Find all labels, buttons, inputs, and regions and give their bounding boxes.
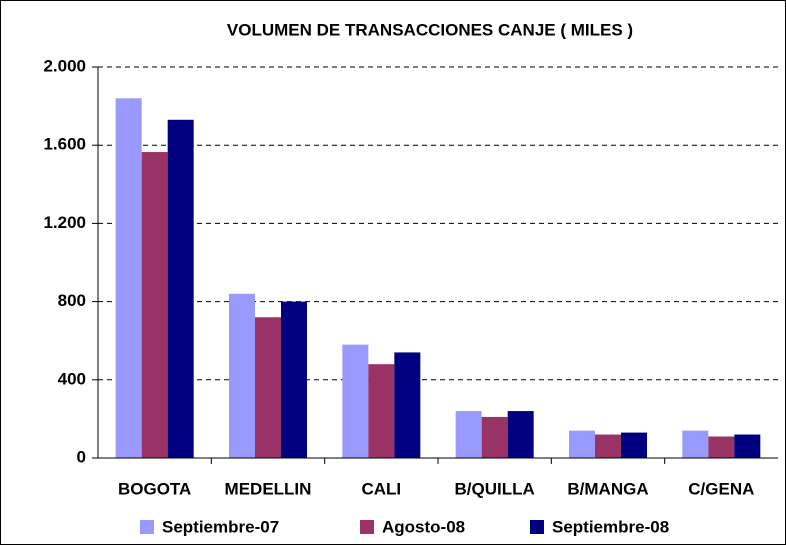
x-tick-label: B/MANGA — [567, 479, 648, 498]
legend-swatch — [530, 520, 544, 534]
legend-label: Septiembre-08 — [552, 517, 669, 536]
bar — [115, 98, 142, 458]
bar — [569, 430, 595, 458]
legend-swatch — [360, 520, 374, 534]
bar — [595, 434, 621, 458]
bar — [455, 411, 482, 458]
x-tick-label: CALI — [361, 479, 401, 498]
bar — [141, 152, 168, 459]
legend-label: Septiembre-07 — [162, 517, 279, 536]
y-tick-label: 400 — [58, 369, 86, 388]
x-tick-label: MEDELLIN — [225, 479, 312, 498]
y-tick-label: 800 — [58, 291, 86, 310]
bar — [342, 344, 369, 458]
x-tick-label: BOGOTA — [118, 479, 191, 498]
y-tick-label: 2.000 — [43, 56, 86, 75]
y-tick-label: 1.600 — [43, 135, 86, 154]
legend-swatch — [140, 520, 154, 534]
bar — [368, 364, 395, 458]
bar — [682, 430, 709, 458]
bar — [621, 432, 647, 458]
chart-title: VOLUMEN DE TRANSACCIONES CANJE ( MILES ) — [227, 20, 633, 39]
x-tick-label: B/QUILLA — [455, 479, 535, 498]
x-tick-label: C/GENA — [688, 479, 754, 498]
bar — [481, 416, 508, 458]
legend-label: Agosto-08 — [382, 517, 465, 536]
y-tick-label: 1.200 — [43, 213, 86, 232]
bar — [255, 317, 281, 458]
bar — [507, 411, 534, 458]
bar — [394, 352, 421, 458]
bar — [167, 119, 194, 458]
y-tick-label: 0 — [77, 447, 86, 466]
bar — [708, 436, 735, 458]
bar — [734, 434, 761, 458]
bar — [229, 293, 255, 458]
bar — [281, 301, 307, 458]
